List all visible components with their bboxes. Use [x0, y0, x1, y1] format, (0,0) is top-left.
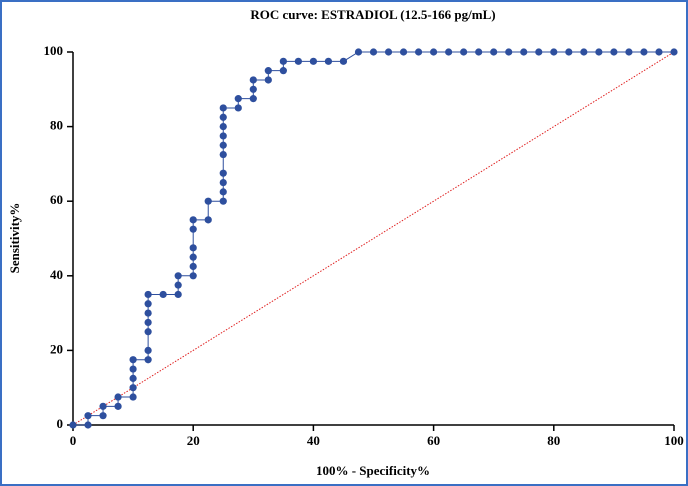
- roc-point: [219, 113, 227, 121]
- y-tick-label: 40: [50, 267, 63, 282]
- roc-point: [610, 48, 618, 56]
- roc-point: [159, 290, 167, 299]
- roc-point: [189, 262, 197, 271]
- roc-point: [490, 48, 498, 56]
- x-tick-label: 20: [187, 433, 200, 448]
- roc-point: [535, 48, 543, 56]
- roc-point: [264, 67, 272, 75]
- roc-point: [445, 48, 453, 56]
- roc-point: [144, 346, 152, 354]
- roc-point: [279, 67, 287, 75]
- roc-point: [189, 272, 197, 280]
- roc-point: [264, 76, 272, 84]
- roc-line: [73, 51, 674, 426]
- roc-point: [354, 48, 363, 56]
- roc-point: [219, 104, 227, 112]
- roc-point: [249, 95, 257, 103]
- roc-point: [399, 48, 408, 56]
- y-tick-label: 60: [50, 192, 63, 207]
- x-tick-label: 80: [547, 433, 560, 448]
- roc-point: [69, 421, 77, 429]
- y-tick-label: 100: [44, 43, 64, 58]
- roc-point: [369, 48, 378, 56]
- roc-point: [219, 123, 227, 131]
- roc-point: [294, 57, 302, 65]
- roc-point: [174, 290, 182, 299]
- roc-point: [550, 48, 558, 56]
- roc-point: [219, 132, 227, 140]
- roc-point: [249, 76, 257, 84]
- roc-point: [114, 402, 122, 410]
- roc-point: [625, 48, 633, 56]
- roc-point: [219, 188, 227, 196]
- roc-point: [129, 365, 137, 373]
- roc-point: [204, 197, 212, 205]
- roc-point: [339, 57, 348, 65]
- roc-point: [520, 48, 528, 56]
- roc-point: [189, 244, 197, 252]
- roc-point: [565, 48, 573, 56]
- reference-line: [72, 51, 675, 426]
- roc-point: [219, 150, 227, 159]
- roc-point: [174, 281, 182, 289]
- y-tick-label: 20: [50, 341, 63, 356]
- roc-point: [595, 48, 603, 56]
- x-axis-label: 100% - Specificity%: [316, 463, 430, 478]
- roc-point: [129, 393, 137, 401]
- y-tick-label: 80: [50, 118, 63, 133]
- x-tick-label: 100: [664, 433, 684, 448]
- roc-point: [384, 48, 393, 56]
- roc-point: [475, 48, 483, 56]
- roc-point: [219, 169, 227, 177]
- roc-point: [234, 95, 242, 103]
- roc-point: [174, 272, 182, 280]
- roc-point: [189, 253, 197, 261]
- roc-point: [204, 216, 212, 224]
- roc-point: [234, 104, 242, 112]
- roc-point: [309, 57, 317, 65]
- roc-point: [144, 309, 152, 317]
- roc-point: [144, 300, 152, 308]
- roc-point: [99, 412, 107, 420]
- x-tick-label: 0: [70, 433, 77, 448]
- roc-point: [129, 384, 137, 392]
- roc-point: [219, 141, 227, 149]
- roc-point: [324, 57, 333, 65]
- chart-title: ROC curve: ESTRADIOL (12.5-166 pg/mL): [250, 7, 495, 22]
- roc-point: [189, 225, 197, 233]
- roc-point: [144, 328, 152, 336]
- roc-point: [460, 48, 468, 56]
- roc-point: [414, 48, 423, 56]
- roc-point: [505, 48, 513, 56]
- roc-point: [640, 48, 648, 56]
- y-tick-label: 0: [57, 416, 64, 431]
- roc-point: [670, 48, 678, 56]
- roc-point: [655, 48, 663, 56]
- roc-point: [114, 393, 122, 401]
- roc-point: [129, 356, 137, 364]
- roc-point: [189, 216, 197, 224]
- roc-point: [84, 412, 92, 420]
- roc-point: [144, 318, 152, 327]
- roc-point: [99, 402, 107, 410]
- roc-point: [144, 290, 152, 299]
- roc-point: [580, 48, 588, 56]
- x-tick-label: 40: [307, 433, 320, 448]
- roc-point: [249, 85, 257, 93]
- x-tick-label: 60: [427, 433, 440, 448]
- roc-point: [279, 57, 287, 65]
- roc-point: [219, 178, 227, 187]
- roc-point: [144, 356, 152, 364]
- roc-point: [430, 48, 438, 56]
- roc-point: [129, 374, 137, 382]
- roc-point: [219, 197, 227, 205]
- y-axis-label: Sensitivity%: [7, 203, 22, 274]
- roc-point: [84, 421, 92, 429]
